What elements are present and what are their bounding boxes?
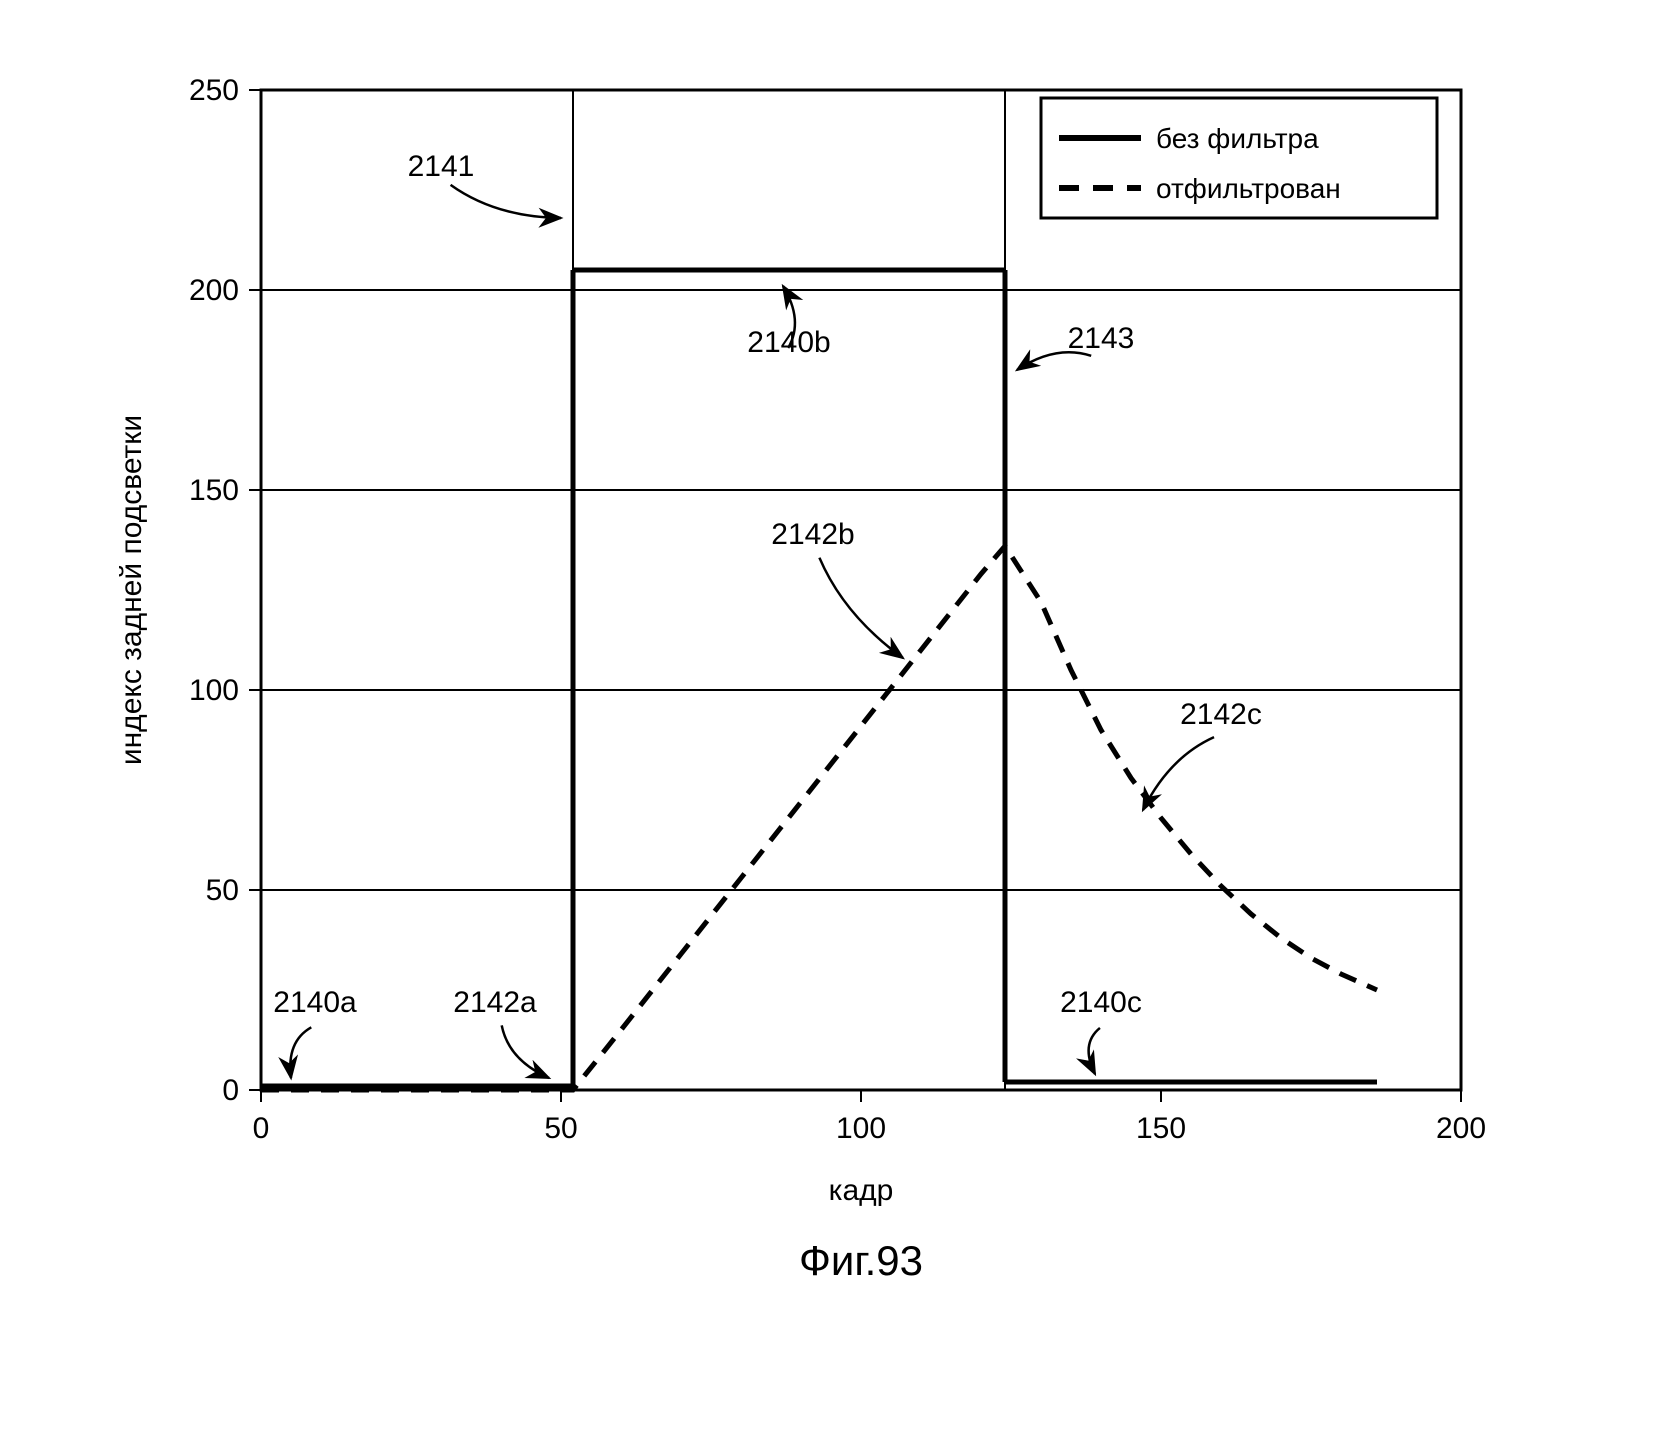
annotation-label: 2142a — [453, 986, 537, 1019]
y-tick-label: 50 — [206, 874, 239, 907]
x-tick-label: 150 — [1136, 1112, 1186, 1145]
annotation-label: 2140c — [1060, 986, 1142, 1019]
annotation-label: 2141 — [408, 150, 475, 183]
annotation-label: 2140b — [747, 326, 830, 359]
y-tick-label: 200 — [189, 274, 239, 307]
figure-title: Фиг.93 — [799, 1237, 923, 1284]
x-tick-label: 200 — [1436, 1112, 1486, 1145]
legend-label: без фильтра — [1156, 123, 1319, 154]
y-tick-label: 150 — [189, 474, 239, 507]
legend-label: отфильтрован — [1156, 173, 1341, 204]
annotation-label: 2143 — [1068, 322, 1135, 355]
annotation-label: 2142c — [1180, 698, 1262, 731]
y-tick-label: 100 — [189, 674, 239, 707]
y-tick-label: 0 — [222, 1074, 239, 1107]
x-tick-label: 100 — [836, 1112, 886, 1145]
annotation-label: 2142b — [771, 518, 854, 551]
x-axis-label: кадр — [829, 1174, 894, 1207]
annotation-label: 2140a — [273, 986, 357, 1019]
chart-container: 0 50 100 150 200 0 50 100 150 200 250 2141 2140b 2143… — [81, 40, 1581, 1340]
y-tick-label: 250 — [189, 74, 239, 107]
x-tick-label: 0 — [253, 1112, 270, 1145]
y-axis-label: индекс задней подсветки — [115, 415, 148, 765]
x-tick-label: 50 — [544, 1112, 577, 1145]
line-chart: 0 50 100 150 200 0 50 100 150 200 250 2141 2140b 2143… — [81, 40, 1581, 1340]
